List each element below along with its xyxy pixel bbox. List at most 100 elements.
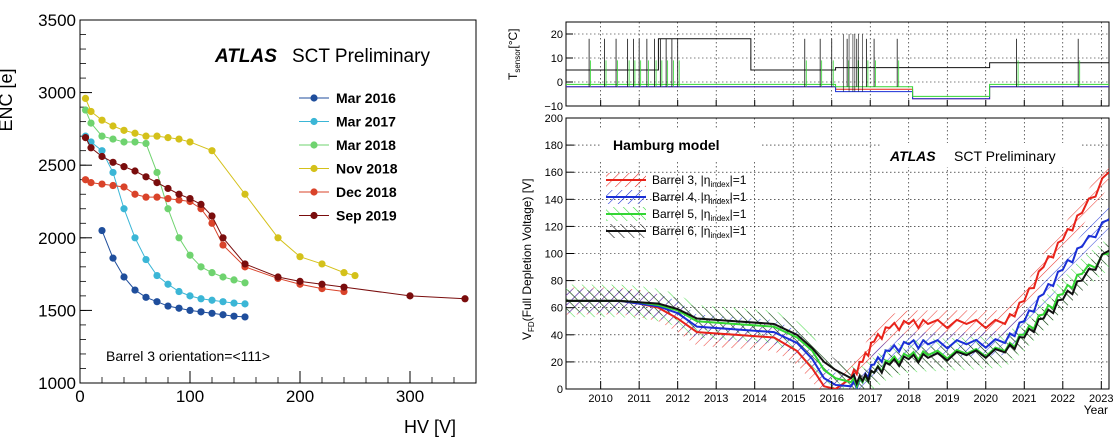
left-data-point [340, 269, 348, 277]
left-data-point [219, 273, 227, 281]
left-data-point [98, 180, 106, 188]
left-data-point [87, 144, 95, 152]
left-data-point [164, 134, 172, 142]
temp-y-tick-label: 10 [551, 53, 563, 65]
left-data-point [241, 190, 249, 198]
vfd-y-tick-label: 200 [545, 113, 563, 125]
left-data-point [120, 183, 128, 191]
left-data-point [131, 167, 139, 175]
left-data-point [164, 184, 172, 193]
vfd-legend-label: Barrel 3, |ηindex|=1 [652, 173, 747, 189]
left-data-point [219, 234, 227, 242]
left-series-group [81, 94, 469, 321]
model-title-bg [600, 130, 760, 162]
left-data-point [109, 181, 117, 190]
left-legend-marker [310, 211, 318, 220]
left-data-point [164, 205, 172, 213]
left-data-point [241, 313, 249, 321]
vfd-y-tick-label: 20 [551, 357, 563, 369]
temp-series-group [566, 38, 1109, 100]
temp-y-tick-label: −10 [544, 101, 563, 113]
left-x-tick-label: 100 [176, 387, 204, 406]
left-y-tick-label: 1000 [38, 374, 76, 393]
left-y-tick-label: 1500 [38, 301, 76, 320]
left-data-point [87, 119, 95, 127]
temp-plot-frame [565, 21, 1110, 107]
vfd-x-tick-label: 2020 [974, 393, 998, 405]
right-preliminary-label: SCT Preliminary [954, 148, 1056, 164]
left-legend-marker [310, 94, 318, 102]
left-data-point [186, 138, 194, 146]
left-data-point [175, 287, 183, 296]
left-data-point [175, 304, 183, 312]
left-axis-ticks: 1000 1500 2000 2500 3000 3500 0 100 200 300 [38, 11, 477, 406]
left-data-point [81, 134, 90, 142]
left-y-axis-label: ENC [e] [0, 68, 16, 131]
vfd-axis-ticks: 0 20 40 60 80 100 120 140 160 180 200 2010 2011 2012 2… [545, 113, 1113, 405]
left-orientation-note: Barrel 3 orientation=<111> [106, 348, 270, 364]
left-data-point [197, 200, 205, 209]
vfd-legend-label: Barrel 6, |ηindex|=1 [652, 224, 747, 240]
left-data-point [142, 193, 150, 201]
left-data-point [208, 269, 216, 277]
sensor-temperature-chart: −10 0 10 20 Tsensor[°C] [506, 21, 1110, 113]
vfd-x-tick-label: 2016 [819, 393, 843, 405]
left-data-point [109, 135, 117, 143]
left-data-point [241, 279, 249, 287]
left-legend-marker [310, 188, 318, 196]
left-data-point [208, 296, 216, 304]
left-x-tick-label: 300 [396, 387, 424, 406]
vfd-y-tick-label: 40 [551, 330, 563, 342]
left-legend-label: Mar 2016 [336, 90, 396, 106]
left-data-point [318, 280, 326, 288]
left-data-point [219, 298, 227, 306]
left-legend-marker [310, 141, 318, 149]
left-data-point [186, 194, 194, 203]
left-data-point [131, 190, 139, 198]
vfd-y-tick-label: 80 [551, 276, 563, 288]
left-atlas-label: ATLAS [214, 46, 277, 67]
left-data-point [197, 263, 205, 271]
left-data-point [197, 295, 205, 303]
left-data-point [120, 163, 128, 171]
left-data-point [142, 255, 150, 264]
left-data-point [274, 273, 282, 281]
vfd-x-tick-label: 2013 [704, 393, 728, 405]
left-data-point [98, 116, 106, 124]
vfd-series-line-3 [566, 249, 1109, 387]
vfd-x-axis-label: Year [1084, 403, 1108, 417]
temp-series-line-2 [566, 83, 1109, 97]
temp-grid [566, 22, 1109, 107]
vfd-y-tick-label: 140 [545, 194, 563, 206]
left-plot-frame [79, 19, 477, 384]
left-legend-label: Sep 2019 [336, 208, 397, 224]
vfd-series-group [566, 171, 1109, 389]
left-series-line-1 [85, 135, 246, 305]
vfd-x-tick-label: 2017 [858, 393, 882, 405]
vfd-series-line-2 [566, 252, 1109, 389]
left-series-line-2 [85, 109, 246, 284]
left-data-point [153, 298, 161, 306]
left-data-point [131, 286, 139, 294]
vfd-x-tick-label: 2022 [1051, 393, 1075, 405]
left-y-tick-label: 3000 [38, 84, 76, 103]
temp-axis-ticks: −10 0 10 20 [544, 29, 1102, 113]
left-data-point [87, 107, 95, 116]
vfd-legend-label: Barrel 5, |ηindex|=1 [652, 207, 747, 223]
left-y-tick-label: 2500 [38, 156, 76, 175]
left-data-point [153, 193, 161, 201]
left-x-axis-label: HV [V] [404, 417, 456, 437]
left-data-point [120, 273, 128, 281]
right-atlas-bg [880, 143, 1080, 167]
left-legend-label: Mar 2017 [336, 114, 396, 130]
vfd-x-tick-label: 2014 [742, 393, 766, 405]
left-data-point [340, 283, 348, 291]
vfd-x-tick-label: 2015 [781, 393, 805, 405]
left-data-point [120, 205, 128, 213]
left-data-point [98, 152, 106, 161]
left-data-point [208, 309, 216, 317]
left-data-point [318, 260, 326, 268]
left-data-point [131, 234, 139, 242]
left-data-point [175, 196, 183, 204]
vfd-x-tick-label: 2012 [665, 393, 689, 405]
